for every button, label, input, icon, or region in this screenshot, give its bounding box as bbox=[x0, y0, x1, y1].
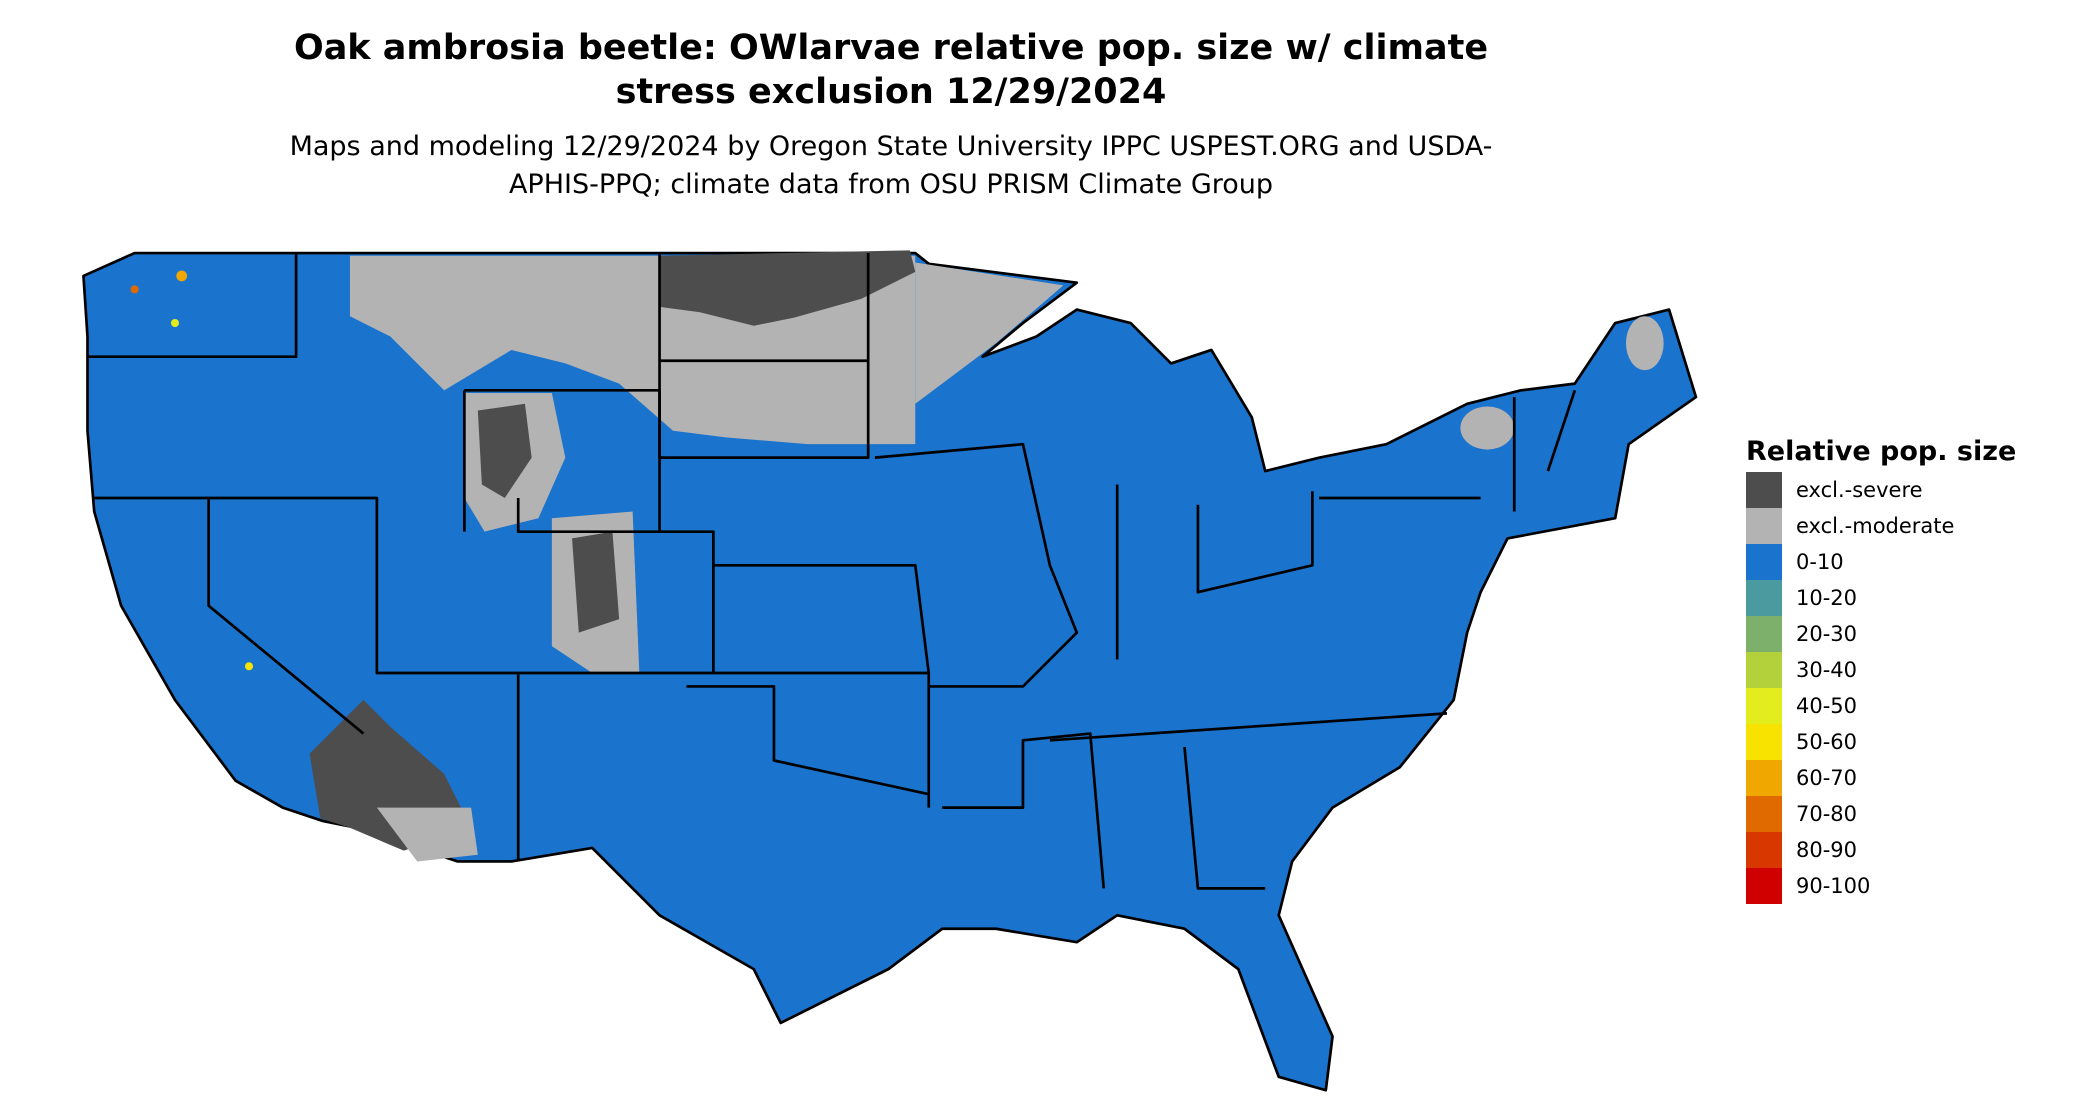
legend-swatch bbox=[1746, 868, 1782, 904]
legend-label: 30-40 bbox=[1796, 658, 1858, 682]
chart-subtitle: Maps and modeling 12/29/2024 by Oregon S… bbox=[289, 131, 1493, 200]
legend-label: excl.-severe bbox=[1796, 478, 1923, 502]
state-borders bbox=[87, 253, 1577, 890]
severe-exclusion-north bbox=[659, 250, 916, 326]
legend-item: 60-70 bbox=[1746, 760, 2086, 796]
legend-swatch bbox=[1746, 832, 1782, 868]
legend-item: 80-90 bbox=[1746, 832, 2086, 868]
legend-label: 90-100 bbox=[1796, 874, 1871, 898]
legend-label: 0-10 bbox=[1796, 550, 1844, 574]
legend-item: 10-20 bbox=[1746, 580, 2086, 616]
legend-swatch bbox=[1746, 580, 1782, 616]
legend-label: 80-90 bbox=[1796, 838, 1858, 862]
legend-swatch bbox=[1746, 688, 1782, 724]
legend-swatch bbox=[1746, 760, 1782, 796]
legend-item: excl.-severe bbox=[1746, 472, 2086, 508]
legend-item: 0-10 bbox=[1746, 544, 2086, 580]
hotspots bbox=[130, 270, 254, 671]
legend-items: excl.-severe excl.-moderate 0-10 10-20 20-30… bbox=[1746, 472, 2086, 904]
legend-label: 70-80 bbox=[1796, 802, 1858, 826]
legend-swatch bbox=[1746, 724, 1782, 760]
moderate-exclusion-maine-north bbox=[1625, 316, 1664, 371]
legend-label: 50-60 bbox=[1796, 730, 1858, 754]
moderate-exclusion-southwest bbox=[376, 807, 478, 862]
legend-item: 90-100 bbox=[1746, 868, 2086, 904]
legend-swatch bbox=[1746, 796, 1782, 832]
chart-title: Oak ambrosia beetle: OWlarvae relative p… bbox=[293, 28, 1489, 112]
severe-exclusion-rockies bbox=[477, 403, 620, 633]
legend-item: excl.-moderate bbox=[1746, 508, 2086, 544]
legend-label: 20-30 bbox=[1796, 622, 1858, 646]
legend-label: 40-50 bbox=[1796, 694, 1858, 718]
legend-label: 60-70 bbox=[1796, 766, 1858, 790]
legend-swatch bbox=[1746, 652, 1782, 688]
legend-item: 20-30 bbox=[1746, 616, 2086, 652]
legend-swatch bbox=[1746, 544, 1782, 580]
legend-swatch bbox=[1746, 508, 1782, 544]
legend-swatch bbox=[1746, 472, 1782, 508]
legend-title: Relative pop. size bbox=[1746, 436, 2017, 467]
legend: Relative pop. size excl.-severe excl.-mod… bbox=[1746, 432, 2086, 904]
legend-swatch bbox=[1746, 616, 1782, 652]
legend-item: 40-50 bbox=[1746, 688, 2086, 724]
legend-label: excl.-moderate bbox=[1796, 514, 1955, 538]
moderate-exclusion-lakes bbox=[915, 262, 1064, 404]
legend-label: 10-20 bbox=[1796, 586, 1858, 610]
legend-item: 50-60 bbox=[1746, 724, 2086, 760]
legend-item: 30-40 bbox=[1746, 652, 2086, 688]
legend-item: 70-80 bbox=[1746, 796, 2086, 832]
moderate-exclusion-maine bbox=[1460, 406, 1515, 450]
